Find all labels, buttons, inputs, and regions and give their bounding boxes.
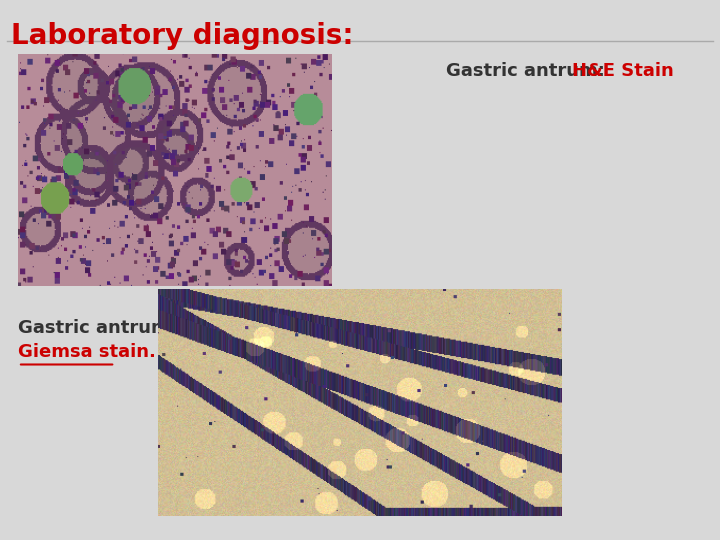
Text: Gastric antrum:: Gastric antrum:: [446, 62, 611, 80]
Text: Gastric antrum:: Gastric antrum:: [18, 319, 177, 336]
Text: H&E Stain: H&E Stain: [572, 62, 674, 80]
Text: Giemsa stain.: Giemsa stain.: [18, 343, 156, 361]
Text: Laboratory diagnosis:: Laboratory diagnosis:: [11, 22, 354, 50]
